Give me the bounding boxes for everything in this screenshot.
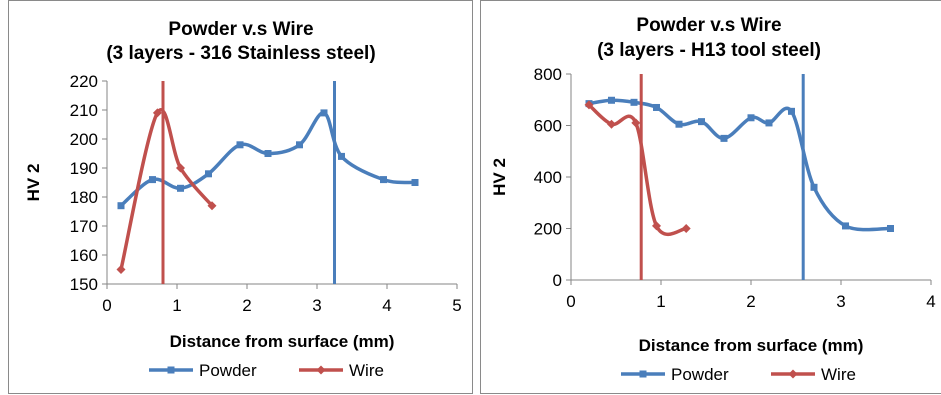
wire-data-point (176, 163, 185, 173)
wire-data-point (652, 221, 661, 231)
powder-data-point (320, 109, 328, 117)
y-tick-label: 800 (534, 65, 562, 84)
powder-data-point (236, 141, 244, 149)
y-tick-label: 170 (70, 217, 98, 236)
wire-data-point (207, 201, 217, 211)
y-tick-label: 200 (70, 130, 98, 149)
chart-title: Powder v.s Wire (636, 15, 781, 36)
wire-series-line (119, 108, 214, 272)
wire-legend-marker (788, 369, 798, 379)
x-tick-label: 2 (746, 292, 755, 311)
powder-data-point (747, 114, 755, 122)
x-tick-label: 4 (926, 292, 935, 311)
powder-legend-marker (639, 370, 647, 378)
x-tick-label: 3 (836, 292, 845, 311)
powder-data-point (411, 179, 419, 186)
powder-data-point (117, 202, 125, 210)
y-tick-label: 190 (70, 159, 98, 178)
chart-316-stainless: Powder v.s Wire (3 layers - 316 Stainless… (24, 19, 462, 380)
x-tick-label: 4 (382, 296, 391, 315)
y-tick-label: 600 (534, 117, 562, 136)
wire-data-point (681, 224, 691, 233)
y-tick-label: 220 (70, 72, 98, 91)
chart-subtitle: (3 layers - H13 tool steel) (597, 40, 821, 61)
y-tick-label: 0 (553, 271, 562, 290)
chart-panel-right: Powder v.s Wire (3 layers - H13 tool stee… (480, 0, 941, 394)
wire-data-point (607, 119, 616, 129)
y-tick-label: 400 (534, 168, 562, 187)
powder-data-point (887, 225, 894, 232)
powder-data-point (720, 134, 728, 142)
chart-title: Powder v.s Wire (168, 19, 313, 40)
powder-data-point (630, 98, 638, 106)
x-tick-label: 0 (566, 292, 575, 311)
powder-data-point (380, 176, 387, 184)
x-tick-label: 0 (102, 296, 111, 315)
powder-legend-marker (167, 366, 175, 374)
x-axis-title: Distance from surface (mm) (170, 332, 395, 351)
y-tick-label: 180 (70, 188, 98, 207)
chart-panel-left: Powder v.s Wire (3 layers - 316 Stainless… (8, 0, 473, 394)
wire-data-point (631, 118, 641, 128)
wire-legend-label: Wire (349, 361, 384, 380)
y-axis-title: HV 2 (490, 158, 509, 196)
y-tick-label: 150 (70, 275, 98, 294)
y-tick-label: 160 (70, 246, 98, 265)
x-tick-label: 2 (242, 296, 251, 315)
powder-data-point (264, 150, 272, 157)
powder-legend-label: Powder (671, 365, 729, 384)
wire-data-point (152, 108, 162, 118)
powder-data-point (608, 96, 615, 104)
y-tick-label: 210 (70, 101, 98, 120)
wire-legend-marker (316, 365, 326, 375)
x-tick-label: 1 (172, 296, 181, 315)
powder-data-point (205, 170, 212, 178)
powder-legend-label: Powder (199, 361, 257, 380)
powder-data-point (765, 119, 773, 127)
powder-series-line (119, 111, 417, 208)
powder-data-point (177, 184, 184, 192)
y-tick-label: 200 (534, 220, 562, 239)
powder-data-point (842, 222, 849, 230)
powder-data-point (810, 183, 818, 191)
x-tick-label: 1 (656, 292, 665, 311)
chart-subtitle: (3 layers - 316 Stainless steel) (106, 43, 375, 64)
powder-data-point (788, 107, 795, 115)
x-axis-title: Distance from surface (mm) (639, 336, 864, 355)
powder-data-point (149, 176, 156, 184)
y-axis-title: HV 2 (24, 164, 43, 202)
chart-h13-tool-steel: Powder v.s Wire (3 layers - H13 tool stee… (490, 15, 936, 384)
powder-data-point (653, 103, 660, 111)
powder-data-point (296, 141, 303, 149)
wire-data-point (116, 265, 126, 274)
powder-data-point (675, 120, 683, 128)
powder-data-point (338, 152, 345, 160)
powder-data-point (698, 118, 705, 126)
x-tick-label: 5 (452, 296, 461, 315)
x-tick-label: 3 (312, 296, 321, 315)
wire-legend-label: Wire (821, 365, 856, 384)
wire-data-point (584, 100, 594, 110)
